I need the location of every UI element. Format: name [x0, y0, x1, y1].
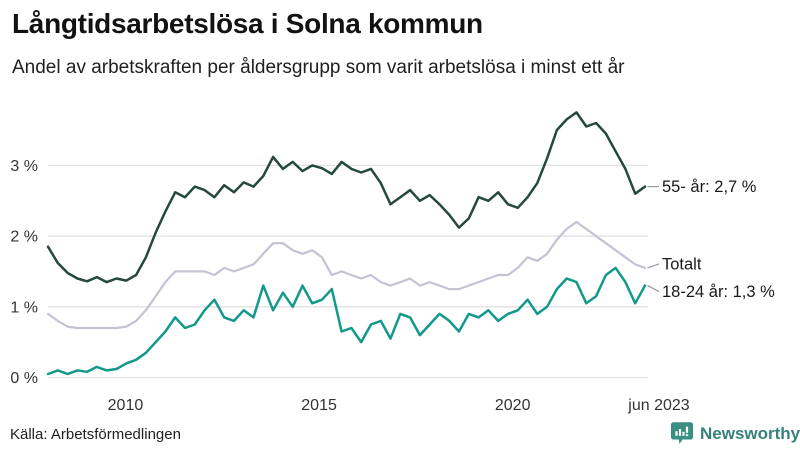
annotation-connector [647, 263, 660, 269]
annotation-connector [647, 285, 660, 293]
x-tick-label: 2015 [301, 397, 337, 414]
chart-title: Långtidsarbetslösa i Solna kommun [12, 8, 483, 39]
newsworthy-brand: Newsworthy [670, 421, 800, 446]
series-line-totalt [46, 220, 647, 330]
y-tick-label: 0 % [10, 370, 38, 387]
series-annotation-totalt: Totalt [662, 255, 702, 273]
series-line-55-r [46, 111, 647, 284]
y-tick-label: 3 % [10, 158, 38, 175]
series-annotation-55-r: 55- år: 2,7 % [662, 178, 757, 196]
series-line-18-24-r [46, 266, 647, 376]
y-tick-label: 2 % [10, 229, 38, 246]
y-tick-label: 1 % [10, 299, 38, 316]
x-tick-label: jun 2023 [627, 397, 689, 414]
series-annotation-18-24-r: 18-24 år: 1,3 % [662, 283, 775, 301]
x-tick-label: 2020 [495, 397, 531, 414]
source-attribution: Källa: Arbetsförmedlingen [10, 426, 181, 443]
newsworthy-wordmark: Newsworthy [700, 423, 800, 443]
newsworthy-logo-icon [670, 421, 694, 446]
x-tick-label: 2010 [108, 397, 144, 414]
chart-subtitle: Andel av arbetskraften per åldersgrupp s… [12, 57, 625, 78]
